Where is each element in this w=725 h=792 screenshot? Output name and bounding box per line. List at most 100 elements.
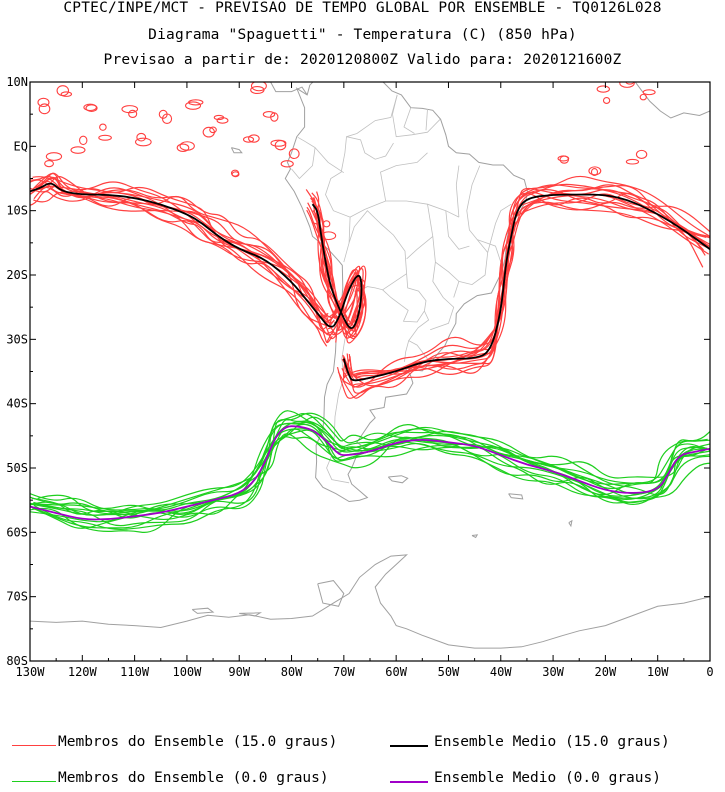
- legend-swatch-mean-0: [390, 781, 428, 783]
- member-blob: [85, 104, 98, 112]
- member-blob: [596, 85, 610, 93]
- member-line: [349, 191, 710, 387]
- member-blob: [44, 159, 54, 168]
- y-tick-label: 40S: [6, 397, 28, 411]
- coastline-island: [387, 475, 409, 484]
- member-line: [33, 187, 330, 324]
- country-border: [349, 200, 460, 218]
- x-tick-label: 70W: [333, 665, 355, 679]
- member-line: [33, 186, 333, 344]
- country-border: [404, 340, 410, 362]
- member-line: [33, 418, 710, 515]
- member-blob: [136, 132, 147, 142]
- member-line: [32, 176, 332, 323]
- member-blob: [161, 113, 173, 125]
- member-blob: [99, 123, 107, 131]
- member-line: [337, 183, 704, 399]
- member-line: [31, 422, 708, 516]
- member-blob: [288, 148, 300, 160]
- member-blob: [79, 135, 88, 146]
- country-border: [325, 94, 398, 263]
- country-border: [392, 94, 441, 138]
- legend-label-members-15: Membros do Ensemble (15.0 graus): [58, 734, 338, 750]
- country-border: [346, 136, 394, 160]
- legend-label-mean-15: Ensemble Medio (15.0 graus): [434, 734, 670, 750]
- legend-swatch-members-15: [12, 745, 56, 746]
- member-line: [34, 181, 335, 324]
- member-line: [341, 193, 710, 388]
- member-blob: [179, 141, 195, 151]
- x-tick-label: 90W: [228, 665, 250, 679]
- member-line: [37, 416, 710, 521]
- country-border: [425, 108, 428, 131]
- chart-title-line-1: CPTEC/INPE/MCT - PREVISAO DE TEMPO GLOBA…: [63, 0, 662, 16]
- member-line: [30, 413, 710, 514]
- country-border: [453, 281, 460, 298]
- coastline-island: [317, 580, 345, 607]
- ensemble-means: [30, 182, 710, 521]
- member-blob: [625, 158, 640, 165]
- member-blob: [619, 82, 635, 88]
- member-line: [30, 185, 328, 318]
- member-blob: [280, 160, 294, 168]
- member-line: [348, 187, 707, 386]
- axes: 130W 120W 110W 100W 90W 80W 70W 60W 50W 40W 30W 20W…: [6, 75, 713, 679]
- member-blob: [230, 169, 240, 177]
- member-blob: [209, 126, 217, 134]
- country-border: [445, 210, 470, 250]
- x-tick-label: 10W: [647, 665, 669, 679]
- country-border: [487, 203, 512, 253]
- member-blob: [262, 111, 276, 118]
- x-tick-label: 80W: [281, 665, 303, 679]
- member-blob: [70, 146, 86, 154]
- member-line: [33, 429, 707, 530]
- y-tick-label: 30S: [6, 332, 28, 346]
- x-tick-label: 0: [706, 665, 713, 679]
- member-blob: [322, 220, 331, 228]
- member-blob: [248, 134, 260, 143]
- x-tick-label: 30W: [542, 665, 564, 679]
- member-line: [30, 412, 710, 516]
- member-blob: [45, 152, 63, 161]
- coastline-yucatan: [229, 8, 255, 43]
- legend-label-members-0: Membros do Ensemble (0.0 graus): [58, 770, 329, 786]
- country-border: [455, 165, 460, 218]
- member-line: [30, 179, 329, 330]
- country-border: [408, 310, 432, 364]
- base-map: [30, 8, 710, 649]
- x-tick-label: 20W: [595, 665, 617, 679]
- y-tick-label: 70S: [6, 590, 28, 604]
- ensemble-mean-line-3: [30, 425, 710, 521]
- member-blob: [642, 89, 656, 96]
- country-border: [430, 262, 455, 331]
- member-blob: [588, 166, 602, 176]
- ensemble-mean-line-2: [342, 193, 710, 382]
- member-line: [30, 180, 334, 336]
- member-blob: [639, 93, 647, 101]
- coastline-island: [471, 534, 479, 539]
- member-blob: [176, 143, 190, 152]
- member-blob: [121, 105, 139, 114]
- chart-title-line-2: Diagrama "Spaguetti" - Temperatura (C) (…: [148, 27, 577, 43]
- coastline-africa: [634, 82, 710, 119]
- coastline-south-america: [284, 82, 528, 503]
- member-blob: [185, 101, 202, 110]
- member-line: [36, 176, 337, 340]
- y-tick-label: 10N: [6, 75, 28, 89]
- member-blob: [602, 97, 611, 104]
- member-blob: [60, 91, 73, 97]
- country-border: [477, 239, 502, 263]
- coastline-island: [508, 493, 524, 500]
- coastline-island: [191, 607, 215, 614]
- y-tick-label: 50S: [6, 461, 28, 475]
- ensemble-members: [30, 82, 710, 533]
- y-tick-label: 80S: [6, 654, 28, 668]
- chart-title-line-3: Previsao a partir de: 2020120800Z Valido…: [103, 52, 622, 68]
- coastline-central-america: [269, 82, 308, 96]
- member-line: [30, 421, 710, 516]
- legend-swatch-mean-15: [390, 745, 428, 747]
- member-line: [33, 421, 706, 527]
- member-blob: [242, 136, 255, 143]
- member-line: [30, 428, 710, 523]
